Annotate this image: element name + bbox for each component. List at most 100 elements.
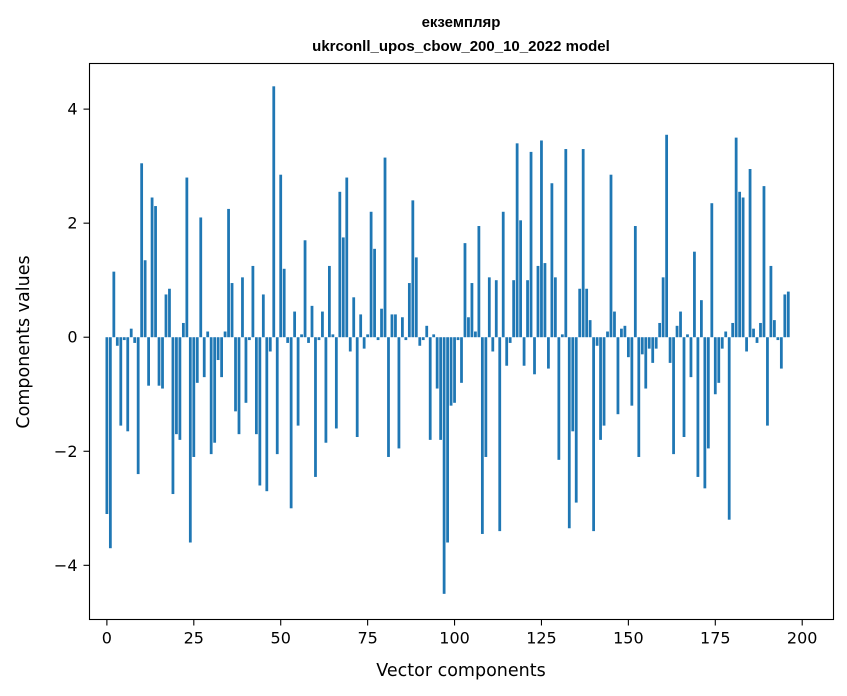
bar [759,322,762,338]
bar [727,337,731,520]
bar [324,337,328,443]
bar [703,337,707,489]
bar [241,277,244,338]
bar [547,337,550,369]
bar [407,283,411,338]
bar [411,200,415,338]
x-axis-label: Vector components [376,661,545,681]
bar [317,337,321,341]
bar [248,337,251,341]
bar [202,337,206,378]
bar [147,337,150,386]
bar [428,337,432,440]
bar [227,208,230,338]
bar [439,337,443,440]
bar [786,291,790,338]
bar [192,337,196,457]
bar [487,277,491,338]
bar [185,177,189,338]
bar [209,337,213,455]
bar [314,337,317,477]
bar [331,334,335,338]
bar [620,328,623,338]
bar [640,337,644,355]
bar [585,288,589,338]
bar [223,331,227,338]
bar [421,337,425,341]
x-tick-label: 25 [184,629,204,648]
bar [533,337,536,375]
bar [161,337,164,389]
bar [588,320,592,338]
bar [449,337,453,406]
plot-frame [88,62,835,621]
bar [453,337,456,403]
bar [366,334,370,338]
y-tick-label: −2 [54,442,78,461]
bar [230,283,234,338]
bar [272,86,276,338]
bar [394,314,397,338]
bar [108,337,112,549]
bar [529,151,533,338]
bar [199,217,203,338]
bar [258,337,262,486]
bar [115,337,119,346]
bar [658,322,662,338]
bar [647,337,651,349]
bar [397,337,401,449]
bar [773,320,776,338]
bar [779,337,783,369]
bar [668,337,672,363]
bar [136,337,140,475]
bar [373,248,376,338]
bar [293,311,297,338]
bar [463,243,467,338]
bar [133,337,137,343]
bar [265,337,269,492]
bar [460,337,463,383]
bar [369,211,373,338]
bar [567,337,571,529]
bar [689,337,693,378]
bar [700,300,703,338]
y-axis-ticks: −4 −2 0 2 4 [54,100,90,575]
bar [613,311,616,338]
x-tick-label: 50 [271,629,291,648]
bar [731,322,735,338]
bar [216,337,220,361]
bar [609,174,613,338]
bar [140,163,144,338]
bar [296,337,300,426]
bar [734,137,738,338]
bar [599,337,602,440]
bar [195,337,199,383]
bar [303,240,307,338]
bar [352,297,356,338]
bar [171,337,175,495]
bar [557,337,561,460]
bar [675,325,679,338]
bars-group [105,86,790,594]
bar [519,220,522,338]
bar [175,337,178,435]
bar [543,263,547,338]
bar [550,183,554,338]
bar [706,337,710,449]
bar [164,294,168,338]
bar [480,337,484,534]
bar [783,294,787,338]
bar [515,143,519,338]
bar [651,337,655,363]
y-tick-label: 2 [67,214,77,233]
bar [508,337,512,343]
bar [188,337,192,543]
bar [328,265,331,338]
bar [418,337,422,346]
bar [376,337,380,341]
bar [467,317,470,338]
bar [717,337,721,383]
bar [380,308,383,338]
bar [592,337,595,532]
bar [661,277,665,338]
